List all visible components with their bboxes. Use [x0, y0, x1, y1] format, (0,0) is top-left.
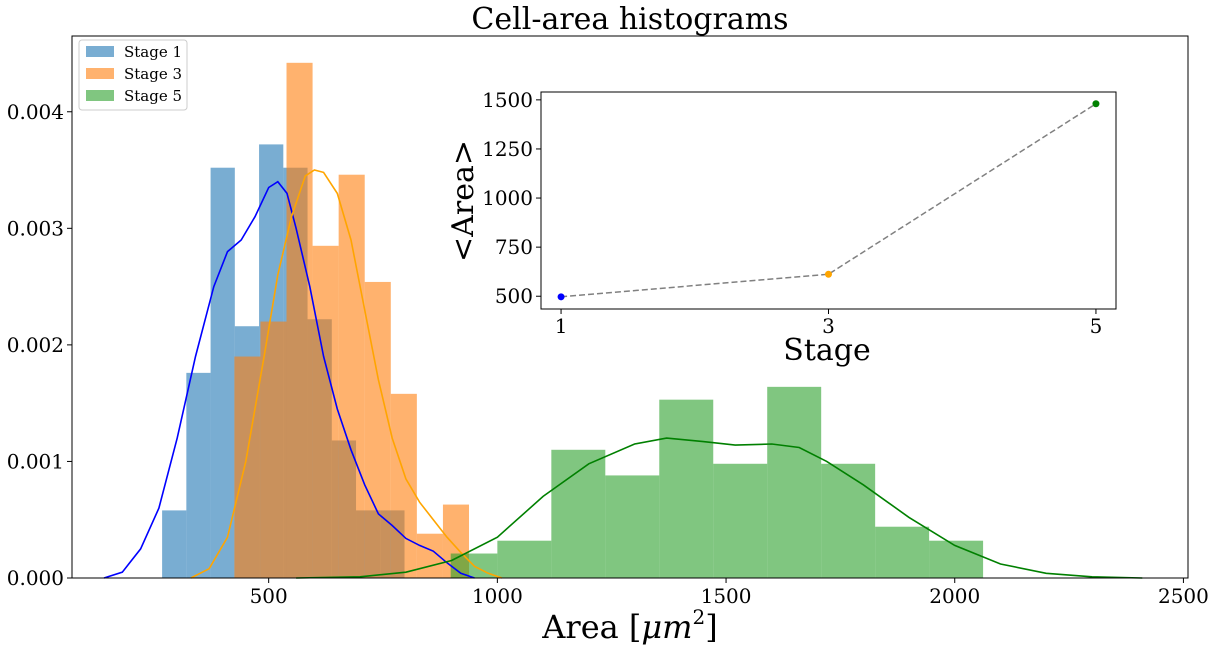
inset-points — [557, 100, 1100, 301]
legend-swatch — [86, 46, 114, 57]
kde-curves — [103, 169, 1143, 579]
chart-title: Cell-area histograms — [471, 2, 788, 37]
inset-y-tick-label: 1500 — [482, 88, 533, 112]
y-tick-label: 0.004 — [7, 100, 64, 124]
kde-curve — [296, 437, 1143, 579]
x-axis-label-unit: μm — [641, 608, 692, 646]
histogram-bar — [551, 449, 606, 578]
inset-x-tick-label: 5 — [1090, 314, 1103, 338]
histogram-bar — [162, 510, 187, 578]
histogram-bar — [605, 475, 660, 578]
legend-swatch — [86, 90, 114, 101]
legend-swatch — [86, 68, 114, 79]
histogram-bar — [821, 463, 876, 578]
main-plot-area: 500 1000 1500 2000 2500 0.0000.0010.0020.003… — [7, 35, 1208, 608]
x-tick-label: 500 — [250, 584, 288, 608]
histogram-bar — [234, 356, 261, 578]
inset-x-tick-label: 3 — [822, 314, 835, 338]
inset-point — [825, 270, 832, 278]
histogram-bar — [713, 463, 768, 578]
y-tick-label: 0.003 — [7, 216, 64, 240]
histogram-bar — [186, 372, 211, 578]
x-tick-label: 1000 — [472, 584, 523, 608]
legend: Stage 1 Stage 3 Stage 5 — [78, 39, 188, 111]
inset-y-tick-label: 1250 — [482, 137, 533, 161]
y-tick-label: 0.000 — [7, 566, 64, 590]
inset-y-tick-label: 1000 — [482, 186, 533, 210]
inset-y-tick-label: 500 — [495, 284, 533, 308]
histogram-bar — [497, 540, 552, 578]
inset-x-tick-label: 1 — [555, 314, 568, 338]
inset-y-ticks: 500 750 1000 1250 1500 — [482, 88, 541, 308]
inset-y-tick-label: 750 — [495, 235, 533, 259]
inset-y-axis-label: <Area> — [446, 140, 481, 262]
main-x-ticks: 500 1000 1500 2000 2500 — [250, 578, 1208, 608]
y-tick-label: 0.001 — [7, 449, 64, 473]
legend-label: Stage 1 — [124, 43, 182, 61]
histogram-bar — [210, 167, 235, 578]
inset-x-axis-label: Stage — [783, 333, 870, 368]
kde-curve — [103, 180, 475, 579]
x-tick-label: 2500 — [1158, 584, 1208, 608]
y-tick-label: 0.002 — [7, 333, 64, 357]
histogram-bar — [875, 526, 930, 578]
histogram-bar — [929, 540, 984, 578]
x-axis-label-exponent: 2 — [693, 605, 706, 629]
x-tick-label: 1500 — [701, 584, 752, 608]
histogram-bar — [260, 321, 287, 578]
kde-curve — [190, 169, 503, 579]
inset-dashed-line — [561, 103, 1097, 298]
x-tick-label: 2000 — [929, 584, 980, 608]
main-axes-frame — [71, 35, 1189, 579]
inset-x-ticks: 1 3 5 — [555, 309, 1103, 338]
inset-point — [557, 293, 565, 301]
inset-plot-area: 1 3 5 500 750 1000 1250 1500 — [482, 88, 1117, 338]
inset-series-line — [561, 103, 1097, 298]
x-axis-label-end: ] — [705, 608, 717, 646]
histogram-bar — [338, 174, 365, 578]
histogram-bar — [767, 386, 822, 578]
histogram-bar — [312, 245, 339, 578]
inset-point — [1092, 100, 1100, 108]
histogram-bar — [390, 393, 417, 578]
legend-label: Stage 3 — [124, 65, 182, 83]
x-axis-label: Area [μm2] — [541, 605, 717, 646]
histogram-bar — [659, 399, 714, 578]
main-y-ticks: 0.000 0.001 0.002 0.003 0.004 — [7, 100, 72, 590]
legend-label: Stage 5 — [124, 87, 182, 105]
histogram-bar — [286, 62, 313, 579]
x-axis-label-text: Area [ — [541, 608, 641, 646]
